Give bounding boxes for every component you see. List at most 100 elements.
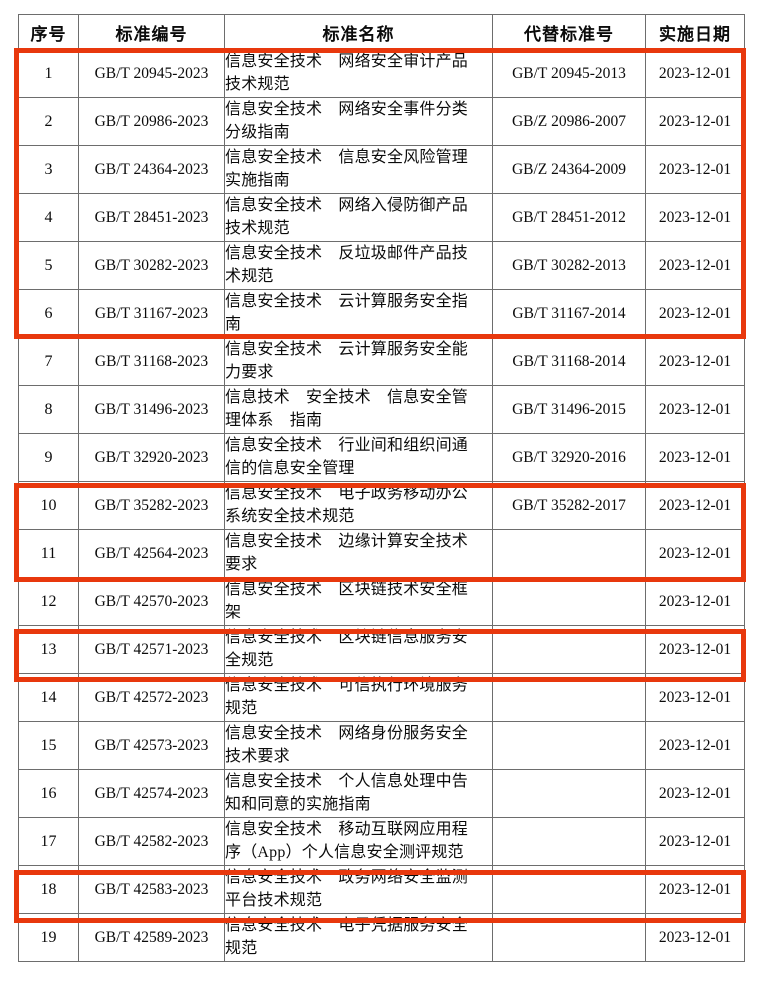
- standard-name-line: 信息安全技术 反垃圾邮件产品技: [225, 245, 469, 263]
- column-header-effective-date: 实施日期: [645, 14, 745, 50]
- standards-table: 序号 标准编号 标准名称 代替标准号 实施日期 1 GB/T 20945-2023…: [18, 14, 745, 962]
- standard-name-line: 规范: [225, 939, 258, 957]
- cell-effective-date: 2023-12-01: [645, 865, 745, 914]
- cell-standard-code: GB/T 42571-2023: [78, 625, 225, 674]
- standard-name-line: 信息安全技术 网络入侵防御产品: [225, 197, 469, 215]
- cell-sequence: 12: [18, 577, 79, 626]
- cell-replaced-code: [492, 577, 646, 626]
- cell-sequence: 1: [18, 49, 79, 98]
- cell-sequence: 4: [18, 193, 79, 242]
- cell-effective-date: 2023-12-01: [645, 817, 745, 866]
- cell-replaced-code: GB/T 31496-2015: [492, 385, 646, 434]
- cell-standard-name: 信息安全技术 移动互联网应用程 序（App）个人信息安全测评规范: [224, 817, 493, 866]
- cell-standard-name: 信息安全技术 行业间和组织间通 信的信息安全管理: [224, 433, 493, 482]
- cell-standard-code: GB/T 20945-2023: [78, 49, 225, 98]
- standard-name-line: 信息安全技术 网络安全审计产品: [225, 53, 469, 71]
- cell-effective-date: 2023-12-01: [645, 721, 745, 770]
- standard-name-line: 信息安全技术 个人信息处理中告: [225, 773, 469, 791]
- standard-name-line: 信息安全技术 网络安全事件分类: [225, 101, 469, 119]
- standard-name-line: 信息安全技术 信息安全风险管理: [225, 149, 469, 167]
- table-row: 12 GB/T 42570-2023 信息安全技术 区块链技术安全框架 2023-12…: [18, 577, 745, 626]
- cell-standard-name: 信息安全技术 网络安全审计产品 技术规范: [224, 49, 493, 98]
- cell-replaced-code: GB/T 32920-2016: [492, 433, 646, 482]
- standard-name-line: 全规范: [225, 651, 274, 669]
- cell-standard-name: 信息安全技术 信息安全风险管理 实施指南: [224, 145, 493, 194]
- standard-name-line: 技术要求: [225, 747, 290, 765]
- column-header-replaced-code: 代替标准号: [492, 14, 646, 50]
- standard-name-line: 信息技术 安全技术 信息安全管: [225, 389, 469, 407]
- table-row: 11 GB/T 42564-2023 信息安全技术 边缘计算安全技术 要求 2023-1…: [18, 529, 745, 578]
- column-header-sequence: 序号: [18, 14, 79, 50]
- cell-effective-date: 2023-12-01: [645, 193, 745, 242]
- standards-table-container: 序号 标准编号 标准名称 代替标准号 实施日期 1 GB/T 20945-2023…: [14, 14, 746, 962]
- standard-name-line: 信息安全技术 电子凭据服务安全: [225, 917, 469, 935]
- table-row: 4 GB/T 28451-2023 信息安全技术 网络入侵防御产品 技术规范 GB/T …: [18, 193, 745, 242]
- cell-standard-name: 信息安全技术 区块链技术安全框架: [224, 577, 493, 626]
- standard-name-line: 信息安全技术 可信执行环境服务: [225, 677, 469, 695]
- cell-standard-name: 信息安全技术 电子政务移动办公 系统安全技术规范: [224, 481, 493, 530]
- table-header: 序号 标准编号 标准名称 代替标准号 实施日期: [18, 14, 745, 50]
- table-row: 16 GB/T 42574-2023 信息安全技术 个人信息处理中告 知和同意的实施指…: [18, 769, 745, 818]
- standard-name-line: 规范: [225, 699, 258, 717]
- table-row: 7 GB/T 31168-2023 信息安全技术 云计算服务安全能 力要求 GB/T 3…: [18, 337, 745, 386]
- cell-effective-date: 2023-12-01: [645, 529, 745, 578]
- cell-standard-name: 信息安全技术 可信执行环境服务 规范: [224, 673, 493, 722]
- cell-standard-code: GB/T 30282-2023: [78, 241, 225, 290]
- cell-effective-date: 2023-12-01: [645, 433, 745, 482]
- cell-replaced-code: GB/T 35282-2017: [492, 481, 646, 530]
- cell-standard-code: GB/T 32920-2023: [78, 433, 225, 482]
- column-header-standard-name: 标准名称: [224, 14, 493, 50]
- cell-standard-code: GB/T 35282-2023: [78, 481, 225, 530]
- standard-name-line: 南: [225, 315, 242, 333]
- table-row: 19 GB/T 42589-2023 信息安全技术 电子凭据服务安全 规范 2023-1…: [18, 913, 745, 962]
- table-row: 10 GB/T 35282-2023 信息安全技术 电子政务移动办公 系统安全技术规范…: [18, 481, 745, 530]
- cell-standard-code: GB/T 42583-2023: [78, 865, 225, 914]
- cell-sequence: 5: [18, 241, 79, 290]
- cell-standard-code: GB/T 42572-2023: [78, 673, 225, 722]
- cell-effective-date: 2023-12-01: [645, 481, 745, 530]
- cell-replaced-code: GB/T 30282-2013: [492, 241, 646, 290]
- standard-name-line: 技术规范: [225, 219, 290, 237]
- standard-name-line: 知和同意的实施指南: [225, 795, 371, 813]
- table-row: 2 GB/T 20986-2023 信息安全技术 网络安全事件分类 分级指南 GB/Z …: [18, 97, 745, 146]
- cell-sequence: 19: [18, 913, 79, 962]
- standard-name-line: 信息安全技术 云计算服务安全能: [225, 341, 469, 359]
- cell-effective-date: 2023-12-01: [645, 289, 745, 338]
- cell-effective-date: 2023-12-01: [645, 145, 745, 194]
- cell-sequence: 9: [18, 433, 79, 482]
- table-row: 9 GB/T 32920-2023 信息安全技术 行业间和组织间通 信的信息安全管理 G…: [18, 433, 745, 482]
- table-row: 15 GB/T 42573-2023 信息安全技术 网络身份服务安全 技术要求 2023…: [18, 721, 745, 770]
- cell-sequence: 3: [18, 145, 79, 194]
- standard-name-line: 信息安全技术 云计算服务安全指: [225, 293, 469, 311]
- standard-name-line: 实施指南: [225, 171, 290, 189]
- cell-sequence: 11: [18, 529, 79, 578]
- cell-standard-name: 信息技术 安全技术 信息安全管 理体系 指南: [224, 385, 493, 434]
- standard-name-line: 信息安全技术 边缘计算安全技术: [225, 533, 469, 551]
- cell-standard-code: GB/T 42574-2023: [78, 769, 225, 818]
- cell-effective-date: 2023-12-01: [645, 769, 745, 818]
- table-row: 17 GB/T 42582-2023 信息安全技术 移动互联网应用程 序（App）个人…: [18, 817, 745, 866]
- cell-standard-name: 信息安全技术 政务网络安全监测 平台技术规范: [224, 865, 493, 914]
- standard-name-line: 力要求: [225, 363, 274, 381]
- cell-standard-code: GB/T 42570-2023: [78, 577, 225, 626]
- table-body: 1 GB/T 20945-2023 信息安全技术 网络安全审计产品 技术规范 GB/T …: [18, 49, 745, 962]
- cell-replaced-code: [492, 529, 646, 578]
- cell-standard-code: GB/T 24364-2023: [78, 145, 225, 194]
- cell-standard-name: 信息安全技术 边缘计算安全技术 要求: [224, 529, 493, 578]
- cell-sequence: 6: [18, 289, 79, 338]
- standard-name-line: 架: [225, 603, 242, 621]
- standard-name-line: 信息安全技术 区块链信息服务安: [225, 629, 469, 647]
- table-row: 18 GB/T 42583-2023 信息安全技术 政务网络安全监测 平台技术规范 20…: [18, 865, 745, 914]
- cell-effective-date: 2023-12-01: [645, 49, 745, 98]
- cell-standard-name: 信息安全技术 反垃圾邮件产品技 术规范: [224, 241, 493, 290]
- standard-name-line: 理体系 指南: [225, 411, 323, 429]
- cell-replaced-code: GB/Z 20986-2007: [492, 97, 646, 146]
- table-row: 3 GB/T 24364-2023 信息安全技术 信息安全风险管理 实施指南 GB/Z …: [18, 145, 745, 194]
- table-row: 1 GB/T 20945-2023 信息安全技术 网络安全审计产品 技术规范 GB/T …: [18, 49, 745, 98]
- standard-name-line: 系统安全技术规范: [225, 507, 355, 525]
- cell-sequence: 2: [18, 97, 79, 146]
- standard-name-line: 技术规范: [225, 75, 290, 93]
- cell-effective-date: 2023-12-01: [645, 577, 745, 626]
- cell-standard-name: 信息安全技术 网络身份服务安全 技术要求: [224, 721, 493, 770]
- cell-replaced-code: [492, 817, 646, 866]
